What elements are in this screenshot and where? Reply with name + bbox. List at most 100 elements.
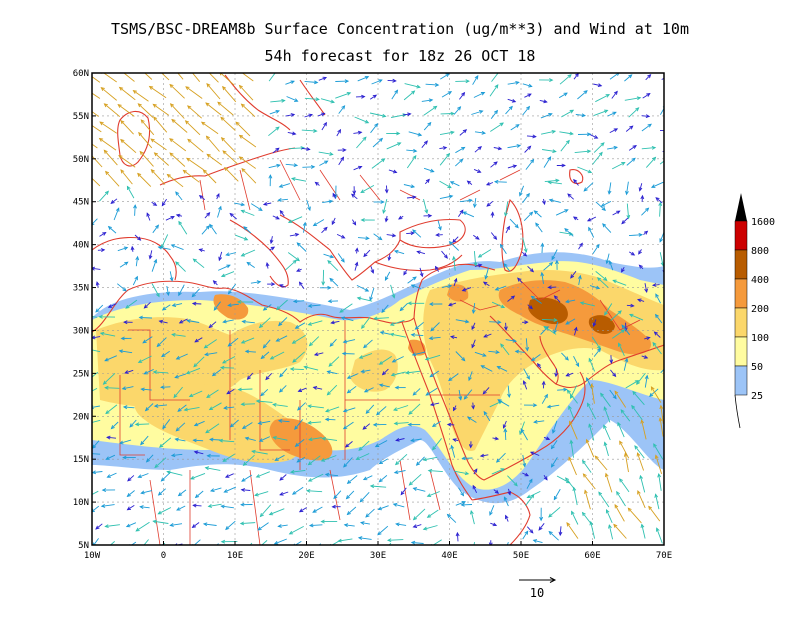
wind-arrowhead xyxy=(433,105,438,110)
wind-arrow xyxy=(363,339,373,348)
wind-arrow xyxy=(390,333,407,338)
lat-tick-label: 50N xyxy=(73,155,89,165)
wind-arrowhead xyxy=(135,527,140,532)
wind-arrowhead xyxy=(362,136,367,141)
wind-arrow xyxy=(278,317,288,326)
wind-arrow xyxy=(473,251,477,266)
wind-arrowhead xyxy=(540,242,545,247)
wind-arrowhead xyxy=(289,469,295,474)
wind-arrowhead xyxy=(330,320,335,325)
colorbar-bottom-tail xyxy=(734,394,741,429)
wind-arrow xyxy=(459,92,465,100)
wind-arrowhead xyxy=(529,268,535,273)
wind-arrow xyxy=(273,403,288,407)
wind-arrowhead xyxy=(157,491,163,496)
wind-arrowhead xyxy=(410,540,416,545)
wind-arrowhead xyxy=(471,552,474,555)
wind-arrowhead xyxy=(645,114,651,119)
wind-arrow xyxy=(365,404,375,414)
wind-arrow xyxy=(624,97,641,101)
wind-arrow xyxy=(141,490,153,494)
wind-arrowhead xyxy=(382,113,387,118)
wind-arrowhead xyxy=(393,249,399,254)
wind-arrow xyxy=(169,152,186,167)
coastline-british-isles xyxy=(117,110,151,167)
wind-arrow xyxy=(425,354,441,361)
wind-arrowhead xyxy=(638,232,644,237)
wind-arrow xyxy=(151,283,160,297)
wind-arrow xyxy=(241,337,255,344)
wind-arrowhead xyxy=(205,102,210,107)
wind-arrowhead xyxy=(473,262,478,267)
wind-arrowhead xyxy=(326,370,331,375)
wind-arrowhead xyxy=(554,259,559,265)
wind-arrow xyxy=(571,511,579,525)
wind-arrowhead xyxy=(573,178,578,184)
wind-arrow xyxy=(205,102,222,116)
wind-arrowhead xyxy=(616,210,621,215)
wind-arrowhead xyxy=(307,322,312,326)
wind-arrowhead xyxy=(654,313,659,319)
wind-arrow xyxy=(146,213,151,221)
wind-arrow xyxy=(230,419,239,428)
wind-arrowhead xyxy=(365,513,370,518)
wind-arrow xyxy=(279,183,291,188)
wind-arrow xyxy=(473,234,480,240)
wind-arrow xyxy=(206,136,220,152)
wind-arrow xyxy=(593,319,597,327)
wind-arrowhead xyxy=(162,425,167,430)
wind-arrow xyxy=(274,454,285,461)
wind-arrow xyxy=(486,200,494,207)
wind-arrowhead xyxy=(324,160,329,165)
wind-arrowhead xyxy=(240,202,246,207)
wind-arrow xyxy=(582,460,592,473)
wind-arrowhead xyxy=(291,490,297,495)
wind-arrow xyxy=(343,421,354,430)
wind-arrow xyxy=(356,284,369,292)
wind-arrow xyxy=(591,384,595,404)
wind-arrowhead xyxy=(636,452,641,457)
wind-arrowhead xyxy=(229,212,234,217)
wind-arrow xyxy=(309,524,323,527)
wind-arrowhead xyxy=(240,402,245,407)
wind-arrow xyxy=(292,351,305,363)
wind-arrowhead xyxy=(175,261,180,266)
lon-tick-label: 40E xyxy=(441,551,457,561)
wind-arrowhead xyxy=(448,240,453,246)
wind-arrow xyxy=(234,202,245,206)
wind-arrowhead xyxy=(119,440,124,445)
wind-arrowhead xyxy=(652,156,657,161)
wind-arrow xyxy=(151,259,157,272)
wind-arrowhead xyxy=(122,405,128,410)
wind-arrow xyxy=(387,79,396,82)
wind-arrow xyxy=(161,386,171,388)
wind-arrow xyxy=(279,385,287,393)
wind-arrow xyxy=(260,504,272,517)
wind-arrow xyxy=(592,244,600,254)
wind-arrow xyxy=(161,198,167,206)
wind-arrowhead xyxy=(483,410,488,416)
wind-arrowhead xyxy=(184,120,190,125)
wind-arrow xyxy=(404,83,421,88)
wind-arrowhead xyxy=(372,94,378,99)
wind-arrow xyxy=(92,419,101,423)
wind-arrowhead xyxy=(643,355,649,359)
wind-arrow xyxy=(379,458,389,464)
wind-arrowhead xyxy=(154,464,159,469)
wind-arrowhead xyxy=(138,66,141,69)
wind-arrowhead xyxy=(630,251,636,256)
wind-arrow xyxy=(497,399,510,407)
wind-arrowhead xyxy=(170,64,173,67)
wind-arrow xyxy=(362,423,371,430)
wind-arrowhead xyxy=(631,404,636,410)
wind-arrowhead xyxy=(532,403,538,408)
wind-arrowhead xyxy=(494,84,499,89)
wind-arrow xyxy=(222,356,236,364)
wind-arrow xyxy=(472,75,479,85)
wind-arrow xyxy=(195,490,204,498)
wind-arrow xyxy=(224,406,235,409)
wind-arrowhead xyxy=(260,392,265,397)
wind-arrowhead xyxy=(240,339,246,344)
wind-arrowhead xyxy=(468,444,473,449)
wind-arrow xyxy=(378,505,389,510)
